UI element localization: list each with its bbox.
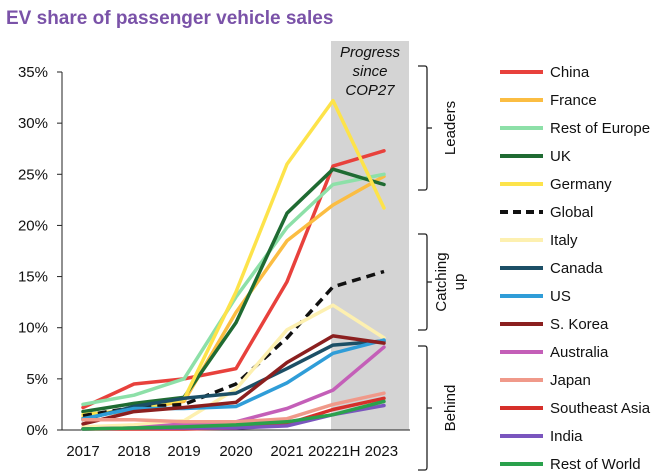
legend-label-rest-of-europe: Rest of Europe — [550, 120, 650, 137]
band-label-line: COP27 — [345, 82, 395, 99]
legend-label-china: China — [550, 64, 590, 81]
band-label-line: Progress — [340, 44, 401, 61]
legend-label-us: US — [550, 288, 571, 305]
group-bracket-leaders — [418, 65, 428, 191]
legend-label-rest-of-world: Rest of World — [550, 456, 641, 473]
legend-label-germany: Germany — [550, 176, 612, 193]
y-tick-label: 30% — [18, 115, 48, 132]
legend-label-southeast-asia: Southeast Asia — [550, 400, 651, 417]
legend-label-global: Global — [550, 204, 593, 221]
series-lines — [81, 98, 386, 431]
group-label-catching-up: up — [451, 274, 468, 291]
group-brackets: Leaders Catching up Behind — [418, 65, 468, 471]
group-label-behind: Behind — [442, 385, 459, 432]
highlight-band — [331, 41, 409, 430]
band-label-line: since — [352, 63, 387, 80]
legend-label-japan: Japan — [550, 372, 591, 389]
y-tick-label: 15% — [18, 269, 48, 286]
legend-label-australia: Australia — [550, 344, 609, 361]
legend-label-s-korea: S. Korea — [550, 316, 609, 333]
x-tick-label: 2018 — [117, 443, 150, 460]
x-tick-label: 2019 — [167, 443, 200, 460]
legend-label-italy: Italy — [550, 232, 578, 249]
group-bracket-catching-up — [418, 233, 428, 331]
legend-label-canada: Canada — [550, 260, 603, 277]
chart-title: EV share of passenger vehicle sales — [6, 8, 333, 29]
x-tick-label: 20221H 2023 — [308, 443, 398, 460]
legend: China France Rest of Europe UK Germany Global… — [500, 64, 651, 473]
legend-label-france: France — [550, 92, 597, 109]
legend-label-india: India — [550, 428, 583, 445]
y-tick-label: 5% — [26, 371, 48, 388]
group-label-catching-up: Catching — [433, 252, 450, 311]
y-tick-label: 10% — [18, 320, 48, 337]
y-tick-label: 25% — [18, 166, 48, 183]
y-tick-label: 0% — [26, 422, 48, 439]
group-label-leaders: Leaders — [442, 101, 459, 155]
x-tick-label: 2021 — [270, 443, 303, 460]
chart-axes: 0% 5% 10% 15% 20% 25% 30% 35% 2017 2018 2019 2020 20… — [18, 64, 410, 460]
highlight-band-label: Progress since COP27 — [340, 44, 401, 99]
legend-label-uk: UK — [550, 148, 571, 165]
y-tick-label: 35% — [18, 64, 48, 81]
x-tick-label: 2017 — [66, 443, 99, 460]
group-bracket-behind — [418, 345, 428, 471]
x-tick-label: 2020 — [219, 443, 252, 460]
y-tick-label: 20% — [18, 217, 48, 234]
